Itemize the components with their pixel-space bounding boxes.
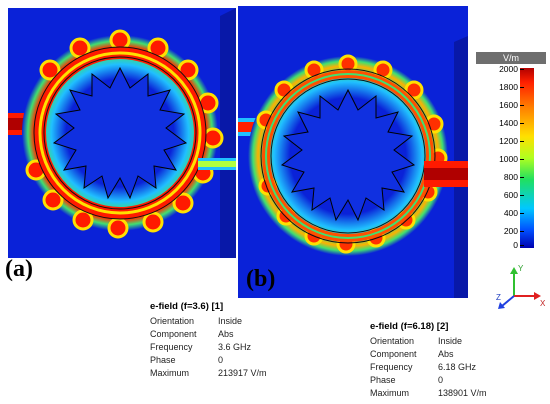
outer-ring-outline [270, 78, 426, 234]
info-value: 6.18 GHz [438, 362, 477, 372]
info-value: 138901 V/m [438, 388, 487, 398]
field-plot-a-svg [8, 8, 236, 258]
info-row: Frequency 6.18 GHz [370, 361, 487, 374]
info-row: Orientation Inside [150, 315, 267, 328]
info-row: Phase 0 [370, 374, 487, 387]
legend-tick: 1600 [478, 100, 524, 110]
legend-color-bar [520, 68, 534, 248]
info-row: Orientation Inside [370, 335, 487, 348]
outer-ring-outline-2 [33, 46, 207, 220]
color-legend: V/m 2000 1800 1600 1400 1200 1000 800 60… [472, 52, 548, 252]
info-key: Phase [370, 375, 396, 385]
info-key: Orientation [370, 336, 415, 346]
axis-triad-svg: Y X Z [496, 264, 546, 309]
legend-tick: 1400 [478, 118, 524, 128]
y-axis-label: Y [518, 264, 524, 273]
outer-ring-outline [43, 56, 197, 210]
info-value: Inside [218, 316, 243, 326]
legend-tick: 1800 [478, 82, 524, 92]
panel-label-a: (a) [5, 256, 33, 282]
outer-ring-core [265, 73, 431, 239]
info-key: Maximum [370, 388, 410, 398]
x-axis-label: X [540, 299, 546, 308]
info-block-a: e-field (f=3.6) [1] Orientation Inside Co… [150, 300, 267, 380]
info-value: 0 [438, 375, 444, 385]
legend-tick: 1000 [478, 154, 524, 164]
info-row: Component Abs [370, 348, 487, 361]
legend-tick: 600 [478, 190, 524, 200]
legend-tick: 2000 [478, 64, 524, 74]
info-key: Orientation [150, 316, 195, 326]
info-block-b: e-field (f=6.18) [2] Orientation Inside C… [370, 320, 487, 400]
info-key: Component [370, 349, 417, 359]
info-value: 213917 V/m [218, 368, 267, 378]
legend-tick: 800 [478, 172, 524, 182]
info-row: Phase 0 [150, 354, 267, 367]
info-key: Frequency [370, 362, 413, 372]
info-row: Frequency 3.6 GHz [150, 341, 267, 354]
axis-triad-icon: Y X Z [496, 262, 546, 312]
info-value: Abs [438, 349, 454, 359]
y-arrowhead [510, 267, 518, 274]
info-key: Maximum [150, 368, 190, 378]
info-key: Phase [150, 355, 176, 365]
x-arrowhead [534, 292, 541, 300]
info-value: Abs [218, 329, 234, 339]
info-key: Frequency [150, 342, 193, 352]
feed-line-right-core [198, 161, 236, 167]
info-row: Maximum 213917 V/m [150, 367, 267, 380]
info-title: e-field (f=6.18) [2] [370, 321, 449, 332]
feed-line-right-core [424, 168, 468, 180]
field-plot-b-svg [238, 6, 468, 298]
legend-tick: 1200 [478, 136, 524, 146]
inner-star [52, 66, 188, 200]
field-plot-b [238, 6, 468, 298]
legend-tick: 200 [478, 226, 524, 236]
legend-tick: 400 [478, 208, 524, 218]
field-plot-a [8, 8, 236, 258]
info-title: e-field (f=3.6) [1] [150, 301, 224, 312]
info-row: Maximum 138901 V/m [370, 387, 487, 400]
info-key: Component [150, 329, 197, 339]
outer-ring-outline-2 [260, 68, 436, 244]
panel-label-b: (b) [246, 266, 276, 292]
z-arrowhead [498, 302, 505, 309]
info-value: 0 [218, 355, 224, 365]
legend-tick: 0 [478, 240, 524, 250]
outer-ring-core [38, 51, 202, 215]
info-row: Component Abs [150, 328, 267, 341]
substrate-edge [220, 8, 236, 258]
info-value: 3.6 GHz [218, 342, 252, 352]
legend-unit: V/m [476, 52, 546, 64]
z-axis-arrow [501, 295, 515, 307]
info-value: Inside [438, 336, 463, 346]
inner-star [280, 88, 416, 222]
z-axis-label: Z [496, 293, 501, 302]
